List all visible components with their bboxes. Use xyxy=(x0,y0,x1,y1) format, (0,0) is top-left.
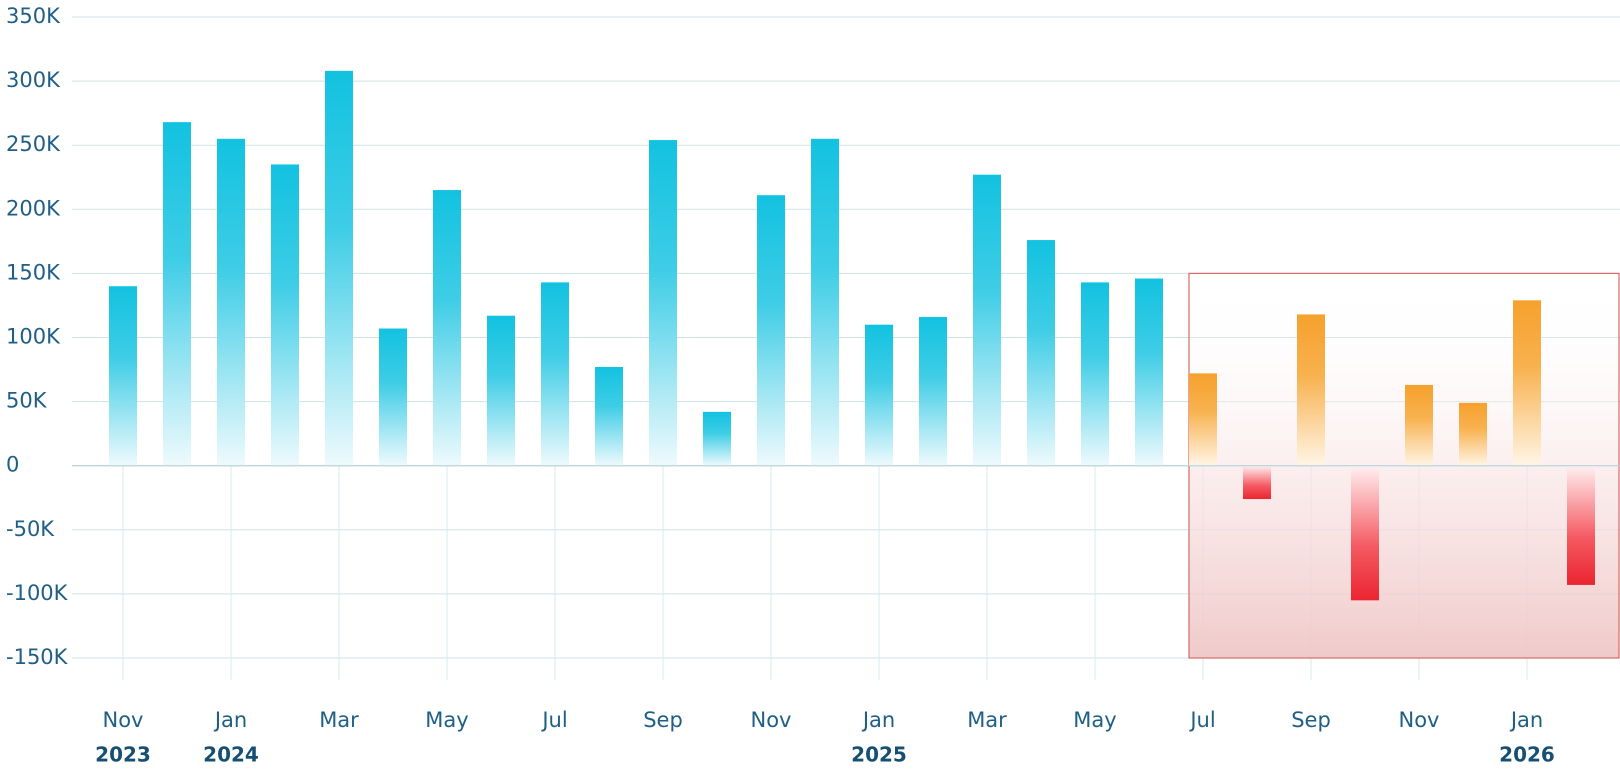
y-tick-label: -150K xyxy=(6,645,69,669)
x-tick-label: Sep xyxy=(643,708,683,732)
x-tick-label: Nov xyxy=(751,708,792,732)
x-axis-layer: Nov Jan Mar May Jul Sep Nov Jan Mar May Jul Sep Nov J… xyxy=(95,708,1555,767)
bar xyxy=(109,286,137,466)
bar xyxy=(1027,240,1055,466)
y-tick-label: 50K xyxy=(6,389,48,413)
bar xyxy=(217,138,245,466)
bar xyxy=(325,70,353,466)
y-tick-label: 300K xyxy=(6,68,61,92)
y-axis-layer: 350K 300K 250K 200K 150K 100K 50K 0 -50K -100K -15… xyxy=(6,4,69,669)
bar xyxy=(379,328,407,466)
y-tick-label: -50K xyxy=(6,517,55,541)
bar xyxy=(1351,465,1379,601)
bar xyxy=(1459,402,1487,466)
x-tick-label: Jan xyxy=(1509,708,1543,732)
bar xyxy=(811,138,839,466)
bar xyxy=(1297,314,1325,466)
bar xyxy=(1513,300,1541,466)
bar xyxy=(433,190,461,466)
y-tick-label: 150K xyxy=(6,260,61,284)
bar xyxy=(163,122,191,466)
bar xyxy=(649,140,677,466)
y-tick-label: -100K xyxy=(6,581,69,605)
x-tick-label: May xyxy=(425,708,468,732)
y-tick-label: 200K xyxy=(6,196,61,220)
x-tick-label: Mar xyxy=(967,708,1007,732)
year-label: 2024 xyxy=(203,743,259,767)
bar xyxy=(595,366,623,466)
y-tick-label: 0 xyxy=(6,453,19,477)
x-tick-label: Jul xyxy=(540,708,567,732)
bars-layer xyxy=(109,70,1595,601)
x-tick-label: Mar xyxy=(319,708,359,732)
bar xyxy=(973,174,1001,466)
x-tick-label: Sep xyxy=(1291,708,1331,732)
x-tick-label: Nov xyxy=(1399,708,1440,732)
bar xyxy=(1405,384,1433,466)
x-tick-label: Jan xyxy=(213,708,247,732)
bar xyxy=(541,282,569,466)
bar xyxy=(1189,373,1217,466)
bar xyxy=(271,164,299,466)
year-label: 2025 xyxy=(851,743,907,767)
bar xyxy=(487,315,515,466)
bar xyxy=(1081,282,1109,466)
y-tick-label: 100K xyxy=(6,325,61,349)
y-tick-label: 250K xyxy=(6,132,61,156)
bar xyxy=(1567,465,1595,585)
x-tick-label: May xyxy=(1073,708,1116,732)
bar xyxy=(919,316,947,466)
bar xyxy=(1135,278,1163,466)
bar xyxy=(757,195,785,466)
year-label: 2023 xyxy=(95,743,151,767)
bar xyxy=(865,324,893,466)
y-tick-label: 350K xyxy=(6,4,61,28)
bar xyxy=(1243,465,1271,500)
bar xyxy=(703,411,731,466)
x-tick-label: Jan xyxy=(861,708,895,732)
year-label: 2026 xyxy=(1499,743,1555,767)
x-tick-label: Nov xyxy=(103,708,144,732)
x-tick-label: Jul xyxy=(1188,708,1215,732)
